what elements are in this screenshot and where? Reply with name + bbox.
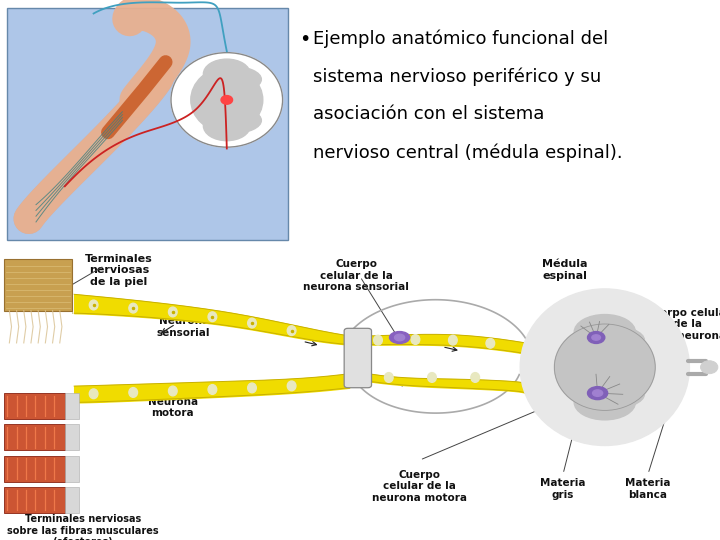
Ellipse shape xyxy=(395,334,405,341)
FancyBboxPatch shape xyxy=(4,259,72,310)
Circle shape xyxy=(701,361,718,374)
Ellipse shape xyxy=(588,332,605,343)
Text: asociación con el sistema: asociación con el sistema xyxy=(313,105,544,123)
Ellipse shape xyxy=(204,107,261,133)
Text: Ejemplo anatómico funcional del: Ejemplo anatómico funcional del xyxy=(313,30,608,48)
FancyBboxPatch shape xyxy=(344,328,372,388)
Text: Médula
espinal: Médula espinal xyxy=(542,259,588,281)
Text: Terminales nerviosas
sobre las fibras musculares
(efectores): Terminales nerviosas sobre las fibras mu… xyxy=(7,514,158,540)
Text: Neurona
motora: Neurona motora xyxy=(148,397,198,418)
Ellipse shape xyxy=(287,381,296,391)
Ellipse shape xyxy=(411,335,420,345)
Ellipse shape xyxy=(592,335,600,340)
Ellipse shape xyxy=(89,389,98,399)
Ellipse shape xyxy=(204,66,261,92)
Ellipse shape xyxy=(129,388,138,397)
Ellipse shape xyxy=(384,373,393,382)
FancyBboxPatch shape xyxy=(65,424,79,450)
Ellipse shape xyxy=(168,307,177,317)
Ellipse shape xyxy=(575,384,635,420)
Text: Materia
gris: Materia gris xyxy=(540,478,586,500)
Ellipse shape xyxy=(287,326,296,335)
Ellipse shape xyxy=(208,384,217,394)
Text: Cuerpo
celular de la
neurona sensorial: Cuerpo celular de la neurona sensorial xyxy=(303,259,410,292)
Text: Materia
blanca: Materia blanca xyxy=(625,478,671,500)
Circle shape xyxy=(221,96,233,104)
Ellipse shape xyxy=(129,303,138,313)
Ellipse shape xyxy=(520,289,690,446)
Ellipse shape xyxy=(572,379,644,409)
FancyBboxPatch shape xyxy=(7,8,288,240)
FancyBboxPatch shape xyxy=(65,393,79,419)
Ellipse shape xyxy=(572,325,644,355)
FancyBboxPatch shape xyxy=(65,487,79,513)
Ellipse shape xyxy=(191,68,263,132)
Ellipse shape xyxy=(208,312,217,322)
Ellipse shape xyxy=(390,332,410,343)
FancyBboxPatch shape xyxy=(4,424,65,450)
Ellipse shape xyxy=(554,324,655,410)
Ellipse shape xyxy=(449,335,457,345)
Text: Cuerpo
celular de la
neurona motora: Cuerpo celular de la neurona motora xyxy=(372,470,467,503)
Ellipse shape xyxy=(486,339,495,348)
Ellipse shape xyxy=(89,300,98,310)
FancyBboxPatch shape xyxy=(4,456,65,482)
FancyBboxPatch shape xyxy=(65,456,79,482)
Ellipse shape xyxy=(248,383,256,393)
Text: Cuerpo celular
de la
interneurona: Cuerpo celular de la interneurona xyxy=(644,308,720,341)
Ellipse shape xyxy=(374,335,382,345)
Ellipse shape xyxy=(168,386,177,396)
Ellipse shape xyxy=(471,373,480,382)
Ellipse shape xyxy=(575,314,635,350)
FancyBboxPatch shape xyxy=(4,393,65,419)
Text: Neurona
sensorial: Neurona sensorial xyxy=(157,316,210,338)
Ellipse shape xyxy=(204,59,251,89)
Ellipse shape xyxy=(248,318,256,328)
Ellipse shape xyxy=(428,373,436,382)
Ellipse shape xyxy=(171,52,283,147)
Text: sistema nervioso periférico y su: sistema nervioso periférico y su xyxy=(313,68,601,86)
FancyBboxPatch shape xyxy=(4,487,65,513)
Text: •: • xyxy=(299,30,310,49)
Ellipse shape xyxy=(204,111,251,141)
Text: Terminales
nerviosas
de la piel: Terminales nerviosas de la piel xyxy=(85,254,153,287)
Ellipse shape xyxy=(588,387,608,400)
Ellipse shape xyxy=(593,390,603,396)
Text: nervioso central (médula espinal).: nervioso central (médula espinal). xyxy=(313,143,623,161)
